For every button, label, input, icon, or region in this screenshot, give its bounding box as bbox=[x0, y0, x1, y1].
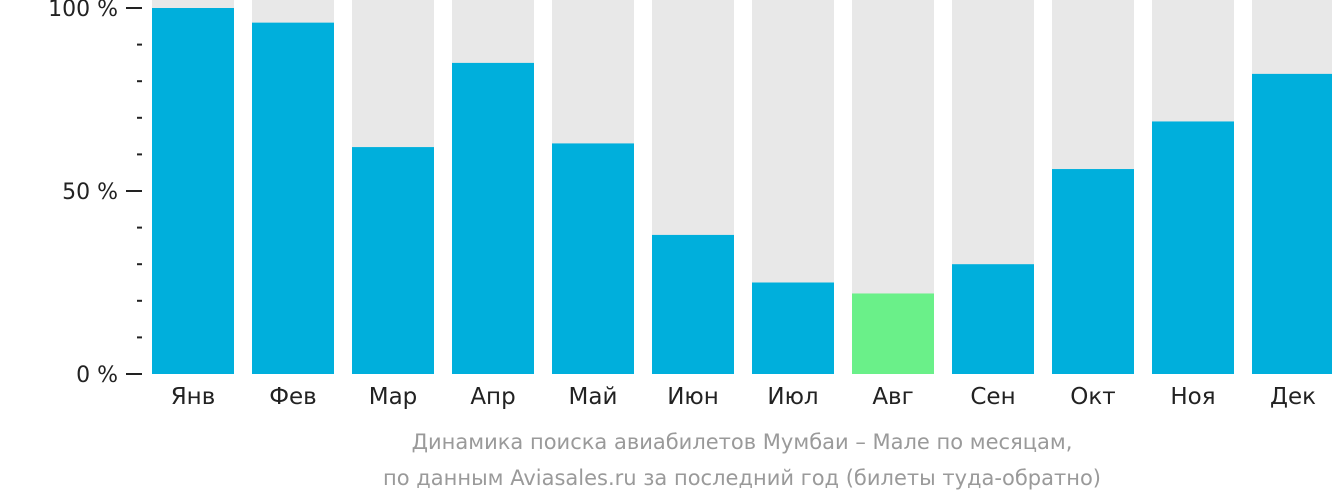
bar-Июн bbox=[652, 234, 734, 374]
x-axis: Янв Фев Мар Апр Май Июн Июл Авг Сен Окт Ноя Дек bbox=[171, 384, 1316, 410]
chart-caption-line-2: по данным Aviasales.ru за последний год … bbox=[383, 466, 1101, 490]
bar-Дек bbox=[1252, 73, 1332, 374]
bar-Июл bbox=[752, 282, 834, 374]
x-tick-label: Авг bbox=[872, 384, 913, 410]
bar-Мар bbox=[352, 147, 434, 374]
x-tick-label: Дек bbox=[1270, 384, 1316, 410]
y-tick-label: 0 % bbox=[76, 363, 118, 388]
y-axis: 0 % 50 % 100 % bbox=[48, 0, 142, 388]
bar-Окт bbox=[1052, 169, 1134, 374]
x-tick-label: Янв bbox=[171, 384, 216, 410]
x-tick-label: Апр bbox=[470, 384, 515, 410]
bar-Сен bbox=[952, 264, 1034, 374]
bar-Фев bbox=[252, 22, 334, 374]
x-tick-label: Ноя bbox=[1170, 384, 1215, 410]
x-tick-label: Сен bbox=[970, 384, 1015, 410]
bar-Май bbox=[552, 143, 634, 374]
bars-group bbox=[152, 0, 1332, 375]
x-tick-label: Май bbox=[569, 384, 618, 410]
x-tick-label: Мар bbox=[369, 384, 418, 410]
y-tick-label: 50 % bbox=[62, 180, 118, 205]
x-tick-label: Фев bbox=[269, 384, 317, 410]
x-tick-label: Июн bbox=[667, 384, 719, 410]
chart-caption-line-1: Динамика поиска авиабилетов Мумбаи – Мал… bbox=[411, 430, 1073, 454]
y-tick-label: 100 % bbox=[48, 0, 118, 22]
bar-Авг bbox=[852, 293, 934, 374]
bar-Янв bbox=[152, 8, 234, 374]
bar-Ноя bbox=[1152, 121, 1234, 375]
x-tick-label: Июл bbox=[767, 384, 818, 410]
x-tick-label: Окт bbox=[1070, 384, 1115, 410]
bar-chart: 0 % 50 % 100 % Янв Фев Мар Апр Май Июн Июл Авг Сен… bbox=[48, 0, 1332, 410]
bar-Апр bbox=[452, 62, 534, 375]
